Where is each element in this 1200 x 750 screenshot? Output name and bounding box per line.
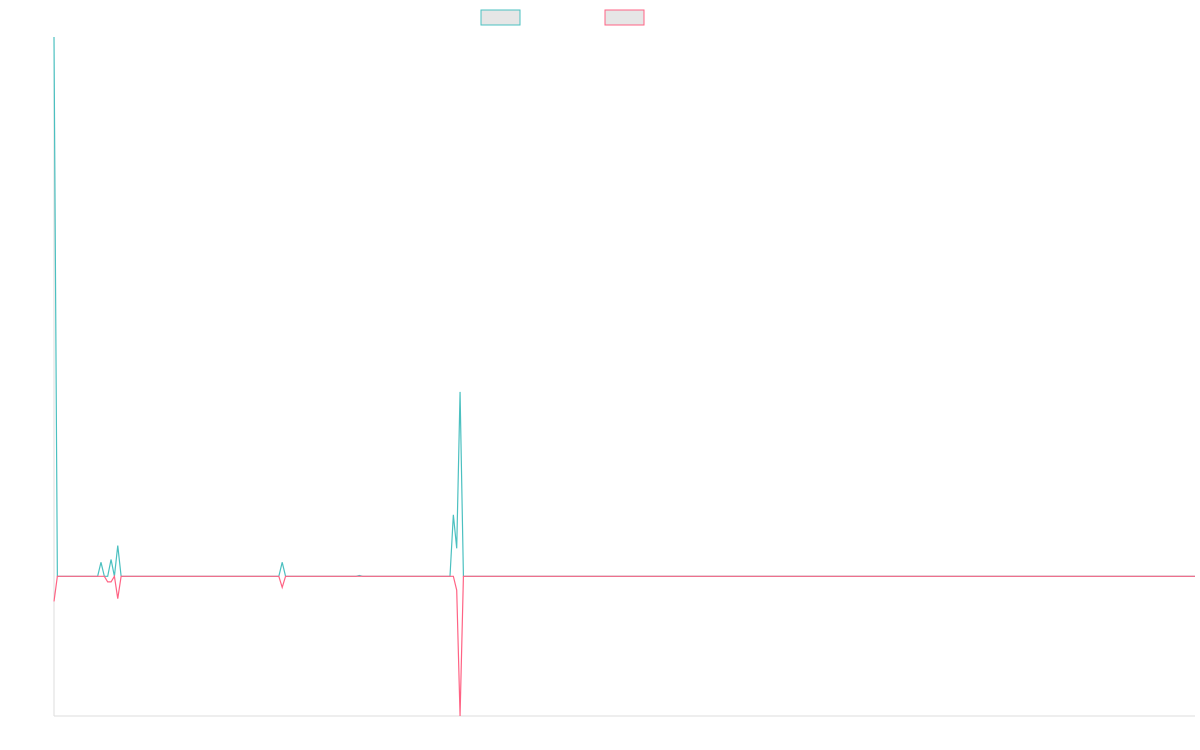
legend-swatch-1[interactable] xyxy=(480,9,521,26)
series-line-1 xyxy=(53,36,1195,577)
legend-swatch-2[interactable] xyxy=(604,9,645,26)
series-line-2 xyxy=(53,574,1195,717)
series-lines xyxy=(53,36,1195,717)
axes xyxy=(53,37,1195,717)
legend xyxy=(480,9,645,26)
